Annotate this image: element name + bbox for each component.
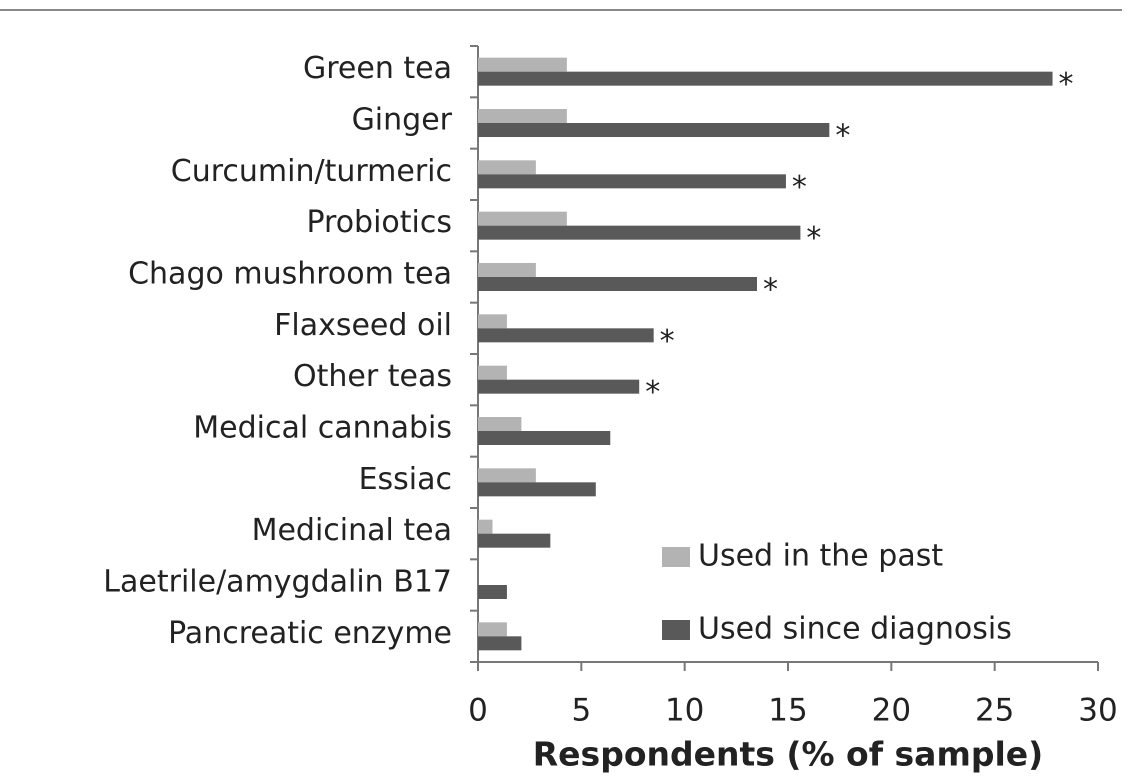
category-label: Laetrile/amygdalin B17 <box>103 565 452 600</box>
annotation: * <box>763 273 778 308</box>
bar <box>478 174 786 189</box>
bar <box>478 263 536 277</box>
annotation: * <box>835 119 850 154</box>
category-label: Ginger <box>352 103 453 138</box>
legend-label: Used in the past <box>698 539 943 574</box>
bar <box>478 160 536 175</box>
bar <box>478 585 507 599</box>
annotation: * <box>806 221 821 256</box>
x-tick-label: 20 <box>872 693 911 729</box>
bar <box>478 109 567 123</box>
bar <box>478 277 757 291</box>
category-label: Pancreatic enzyme <box>168 616 452 651</box>
bar <box>478 57 567 72</box>
legend-swatch <box>662 547 690 567</box>
bar <box>478 123 830 137</box>
category-label: Flaxseed oil <box>274 308 452 343</box>
bar <box>478 328 654 343</box>
category-label: Medical cannabis <box>193 411 452 446</box>
annotation: * <box>1059 67 1074 102</box>
category-label: Other teas <box>293 359 452 394</box>
legend-swatch <box>662 620 690 640</box>
bar <box>478 431 611 445</box>
annotation: * <box>645 375 660 410</box>
x-axis-title: Respondents (% of sample) <box>533 735 1043 774</box>
bar <box>478 533 551 548</box>
bar <box>478 636 522 651</box>
category-label: Chago mushroom tea <box>128 257 452 292</box>
annotation: * <box>792 170 807 205</box>
category-label: Green tea <box>303 51 452 86</box>
x-tick-label: 5 <box>571 693 591 729</box>
x-tick-label: 25 <box>975 693 1014 729</box>
x-tick-label: 0 <box>468 693 488 729</box>
bar <box>478 468 536 483</box>
bar <box>478 519 493 534</box>
category-label: Medicinal tea <box>252 513 452 548</box>
category-label: Probiotics <box>306 205 452 240</box>
category-label: Curcumin/turmeric <box>171 154 452 189</box>
annotation: * <box>660 324 675 359</box>
bar <box>478 417 522 431</box>
bar <box>478 211 567 226</box>
category-label: Essiac <box>359 462 452 497</box>
bar <box>478 314 507 329</box>
x-tick-label: 15 <box>768 693 807 729</box>
bar <box>478 379 640 394</box>
bar <box>478 225 801 240</box>
bar <box>478 622 507 637</box>
x-tick-label: 30 <box>1078 693 1117 729</box>
bar <box>478 71 1053 86</box>
bar <box>478 482 596 497</box>
x-tick-label: 10 <box>665 693 704 729</box>
bar <box>478 365 507 380</box>
legend-label: Used since diagnosis <box>698 612 1012 647</box>
